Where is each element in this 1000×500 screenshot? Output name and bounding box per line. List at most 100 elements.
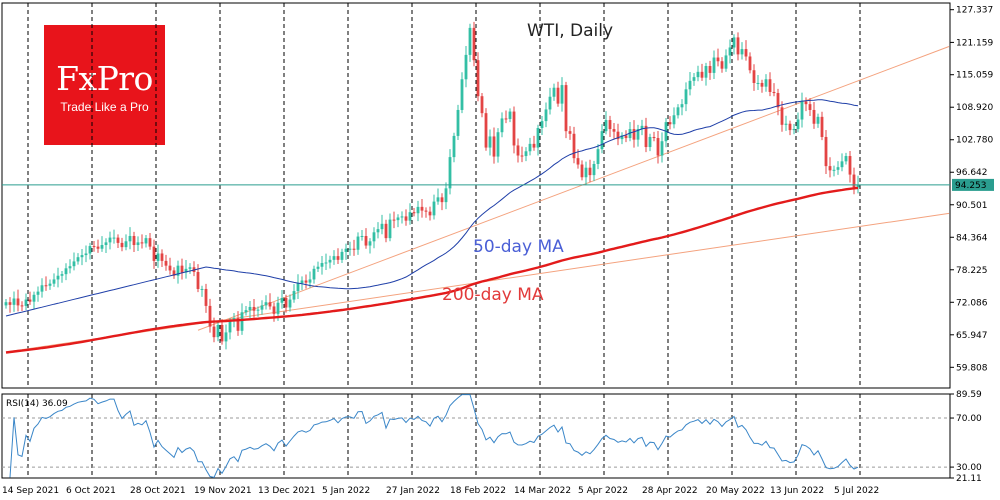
candle-body: [468, 27, 472, 55]
candle-body: [60, 274, 64, 276]
candle-body: [588, 167, 592, 176]
candle-body: [124, 241, 128, 248]
candle-body: [412, 212, 416, 214]
candle-body: [480, 96, 484, 114]
candle-body: [292, 291, 296, 300]
candle-body: [724, 55, 728, 69]
candle-body: [836, 167, 840, 170]
rsi-tick-label: 70.00: [956, 414, 982, 424]
candle-body: [320, 263, 324, 267]
logo-tagline: Trade Like a Pro: [60, 100, 149, 114]
candle-body: [272, 306, 276, 314]
x-tick-label: 20 May 2022: [706, 486, 765, 496]
candle-body: [136, 242, 140, 246]
candle-body: [244, 310, 248, 313]
candle-body: [344, 248, 348, 252]
candle-body: [252, 306, 256, 311]
candle-body: [640, 125, 644, 130]
candle-body: [460, 79, 464, 110]
candle-body: [680, 104, 684, 108]
price-tick-label: 108.920: [956, 103, 993, 113]
candle-body: [512, 111, 516, 146]
price-tick-label: 84.364: [956, 233, 988, 243]
candle-body: [260, 305, 264, 310]
candle-body: [96, 246, 100, 249]
candle-body: [176, 265, 180, 276]
candle-body: [72, 261, 76, 267]
candle-body: [580, 164, 584, 178]
candle-body: [68, 266, 72, 269]
candle-body: [280, 297, 284, 303]
rsi-tick-label: 21.11: [956, 474, 982, 484]
candle-body: [296, 283, 300, 292]
candle-body: [156, 253, 160, 261]
trendline: [197, 46, 950, 331]
candle-body: [600, 131, 604, 150]
ma-50-label: 50-day MA: [473, 237, 564, 257]
x-tick-label: 14 Mar 2022: [514, 486, 571, 496]
candle-body: [716, 57, 720, 62]
candle-body: [172, 270, 176, 276]
candle-body: [212, 326, 216, 338]
candle-body: [656, 138, 660, 156]
candle-body: [16, 298, 20, 306]
candle-body: [352, 248, 356, 250]
candle-body: [48, 283, 52, 286]
candle-body: [284, 297, 288, 308]
current-price-label: 94.253: [955, 181, 987, 191]
candle-body: [240, 312, 244, 331]
candle-body: [36, 291, 40, 295]
candle-body: [464, 54, 468, 80]
candle-body: [556, 87, 560, 104]
candle-body: [772, 91, 776, 94]
candle-body: [196, 272, 200, 289]
candle-body: [732, 37, 736, 48]
candle-body: [496, 132, 500, 157]
candle-body: [756, 82, 760, 84]
candle-body: [200, 288, 204, 290]
candle-body: [636, 129, 640, 140]
candle-body: [436, 197, 440, 202]
candle-body: [224, 332, 228, 342]
candle-body: [424, 210, 428, 212]
candle-body: [816, 116, 820, 124]
candle-body: [216, 324, 220, 338]
candle-body: [420, 206, 424, 211]
rsi-line: [9, 394, 859, 478]
candle-body: [576, 158, 580, 165]
candle-body: [824, 136, 828, 167]
price-tick-label: 72.086: [956, 298, 988, 308]
candle-body: [748, 56, 752, 71]
x-tick-label: 27 Jan 2022: [386, 486, 440, 496]
candle-body: [796, 119, 800, 130]
candle-body: [360, 236, 364, 238]
candle-body: [256, 309, 260, 311]
candle-body: [236, 318, 240, 331]
candle-body: [788, 123, 792, 131]
candle-body: [144, 238, 148, 244]
candle-body: [392, 219, 396, 221]
candle-body: [264, 302, 268, 306]
candle-body: [820, 116, 824, 137]
x-tick-label: 6 Oct 2021: [66, 486, 116, 496]
candle-body: [524, 151, 528, 157]
candle-body: [692, 77, 696, 81]
candle-body: [400, 216, 404, 218]
candle-body: [564, 85, 568, 132]
price-tick-label: 59.808: [956, 363, 988, 373]
candle-body: [540, 121, 544, 128]
candle-body: [140, 242, 144, 244]
candle-body: [428, 211, 432, 216]
candle-body: [484, 113, 488, 148]
candle-body: [372, 232, 376, 242]
candle-body: [568, 131, 572, 134]
candle-body: [248, 306, 252, 311]
candle-body: [604, 120, 608, 132]
chart-title: WTI, Daily: [527, 21, 613, 41]
candle-body: [432, 201, 436, 216]
candle-body: [116, 237, 120, 243]
candle-body: [784, 123, 788, 125]
candle-body: [108, 237, 112, 243]
candle-body: [532, 143, 536, 148]
candle-body: [632, 129, 636, 140]
